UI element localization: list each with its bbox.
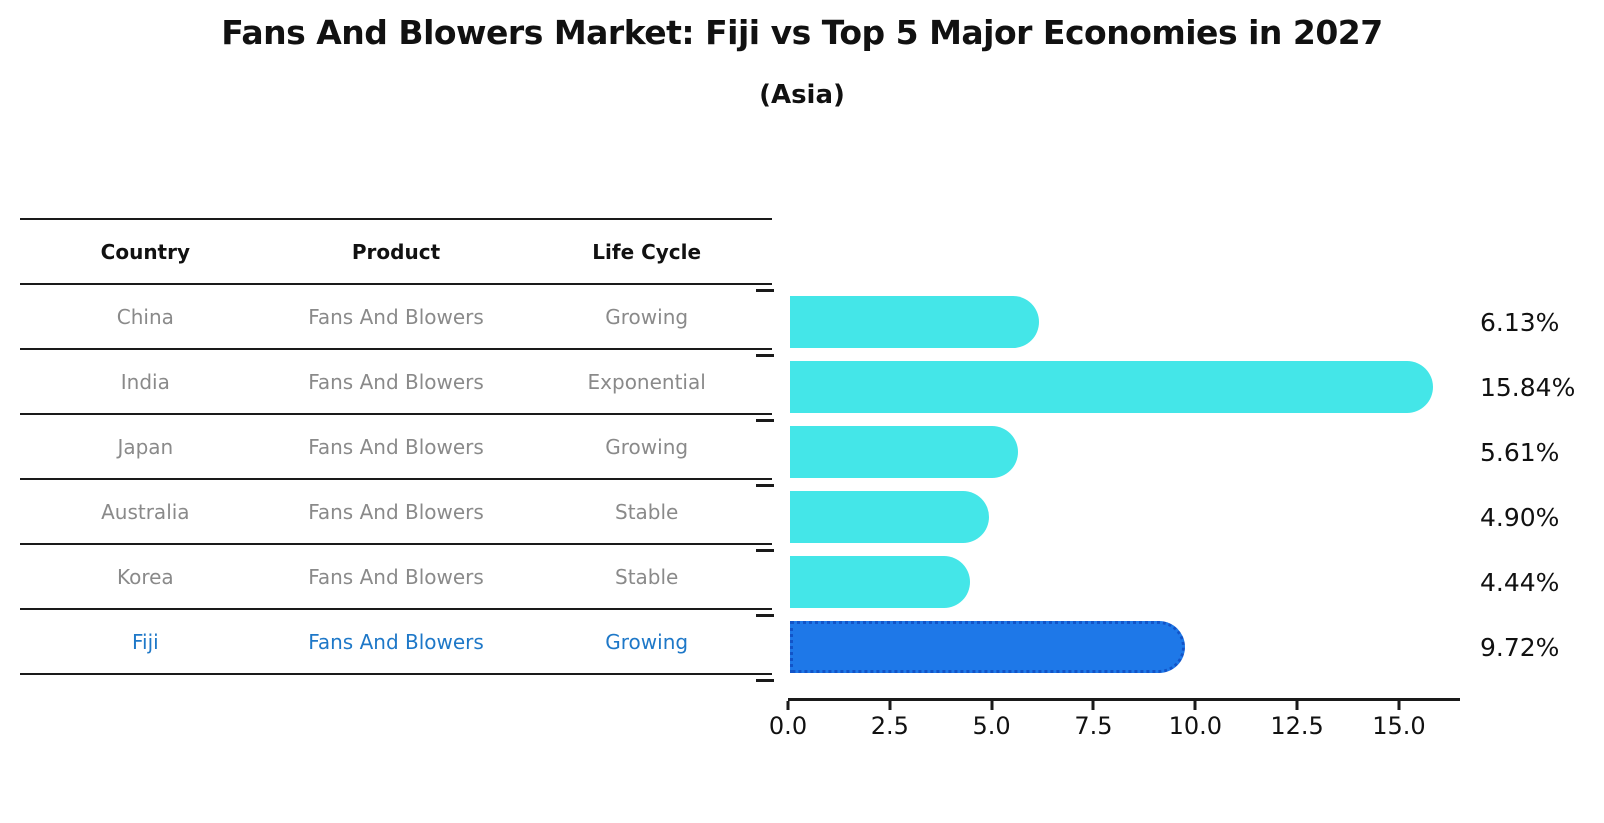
x-tick-mark xyxy=(786,701,790,710)
table-body: China Fans And Blowers Growing India Fans An… xyxy=(20,283,772,673)
column-header-product: Product xyxy=(351,239,441,264)
cell-product: Fans And Blowers xyxy=(308,434,484,459)
bar-korea xyxy=(790,556,971,608)
value-label-japan: 5.61% xyxy=(1480,438,1560,467)
y-tick xyxy=(756,549,774,552)
x-tick-label: 2.5 xyxy=(870,712,909,740)
table-row-japan: Japan Fans And Blowers Growing xyxy=(20,413,772,478)
chart-subtitle: (Asia) xyxy=(759,80,845,110)
value-label-australia: 4.90% xyxy=(1480,503,1560,532)
cell-country: Australia xyxy=(101,499,190,524)
y-tick xyxy=(756,614,774,617)
x-tick-label: 0.0 xyxy=(768,712,808,740)
x-tick-mark xyxy=(888,701,892,710)
value-label-india: 15.84% xyxy=(1480,373,1576,402)
x-axis: 0.0 2.5 5.0 7.5 10.0 12.5 15.0 xyxy=(769,698,1460,740)
chart-title: Fans And Blowers Market: Fiji vs Top 5 M… xyxy=(221,13,1383,52)
bar-row-fiji xyxy=(790,615,1460,680)
bar-row-japan xyxy=(790,420,1460,485)
x-tick-mark xyxy=(990,701,994,710)
x-tick-label: 12.5 xyxy=(1270,712,1324,740)
y-tick xyxy=(756,484,774,487)
cell-life-cycle: Growing xyxy=(605,629,689,654)
cell-country: China xyxy=(116,304,174,329)
x-tick-mark xyxy=(1295,701,1299,710)
cell-life-cycle: Growing xyxy=(605,434,689,459)
cell-country: Japan xyxy=(117,434,174,459)
bar-row-india xyxy=(790,355,1460,420)
table-row-australia: Australia Fans And Blowers Stable xyxy=(20,478,772,543)
bar-japan xyxy=(790,426,1018,478)
bar-india xyxy=(790,361,1434,413)
column-header-country: Country xyxy=(100,239,191,264)
cell-product: Fans And Blowers xyxy=(308,629,484,654)
bar-plot-area xyxy=(790,290,1460,680)
value-label-china: 6.13% xyxy=(1480,308,1560,337)
x-tick-mark xyxy=(1397,701,1401,710)
y-tick xyxy=(756,354,774,357)
cell-product: Fans And Blowers xyxy=(308,304,484,329)
x-tick-label: 10.0 xyxy=(1168,712,1223,740)
cell-country: Fiji xyxy=(131,629,159,654)
y-tick xyxy=(756,289,774,292)
bar-australia xyxy=(790,491,989,543)
table-row-india: India Fans And Blowers Exponential xyxy=(20,348,772,413)
bar-row-korea xyxy=(790,550,1460,615)
value-label-fiji: 9.72% xyxy=(1480,633,1560,662)
cell-product: Fans And Blowers xyxy=(308,369,484,394)
x-tick-mark xyxy=(1193,701,1197,710)
x-tick-label: 7.5 xyxy=(1074,712,1113,740)
x-tick-label: 5.0 xyxy=(972,712,1011,740)
x-tick-label: 15.0 xyxy=(1372,712,1426,740)
table-header-row: Country Product Life Cycle xyxy=(20,218,772,283)
bar-value-labels: 6.13% 15.84% 5.61% 4.90% 4.44% 9.72% xyxy=(1480,290,1600,680)
cell-product: Fans And Blowers xyxy=(308,499,484,524)
value-label-korea: 4.44% xyxy=(1480,568,1560,597)
y-tick xyxy=(756,679,774,682)
cell-life-cycle: Stable xyxy=(615,499,679,524)
cell-life-cycle: Growing xyxy=(605,304,689,329)
table-row-korea: Korea Fans And Blowers Stable xyxy=(20,543,772,608)
cell-product: Fans And Blowers xyxy=(308,564,484,589)
column-header-life-cycle: Life Cycle xyxy=(592,239,702,264)
x-tick-mark xyxy=(1091,701,1095,710)
bar-row-china xyxy=(790,290,1460,355)
economies-table: Country Product Life Cycle China Fans And… xyxy=(20,218,772,675)
bar-fiji xyxy=(790,621,1185,673)
cell-life-cycle: Exponential xyxy=(587,369,706,394)
cell-country: India xyxy=(120,369,170,394)
cell-country: Korea xyxy=(116,564,174,589)
table-row-fiji: Fiji Fans And Blowers Growing xyxy=(20,608,772,673)
table-row-china: China Fans And Blowers Growing xyxy=(20,283,772,348)
bar-china xyxy=(790,296,1039,348)
y-tick xyxy=(756,419,774,422)
bar-row-australia xyxy=(790,485,1460,550)
cell-life-cycle: Stable xyxy=(615,564,679,589)
y-axis-ticks xyxy=(756,289,774,682)
